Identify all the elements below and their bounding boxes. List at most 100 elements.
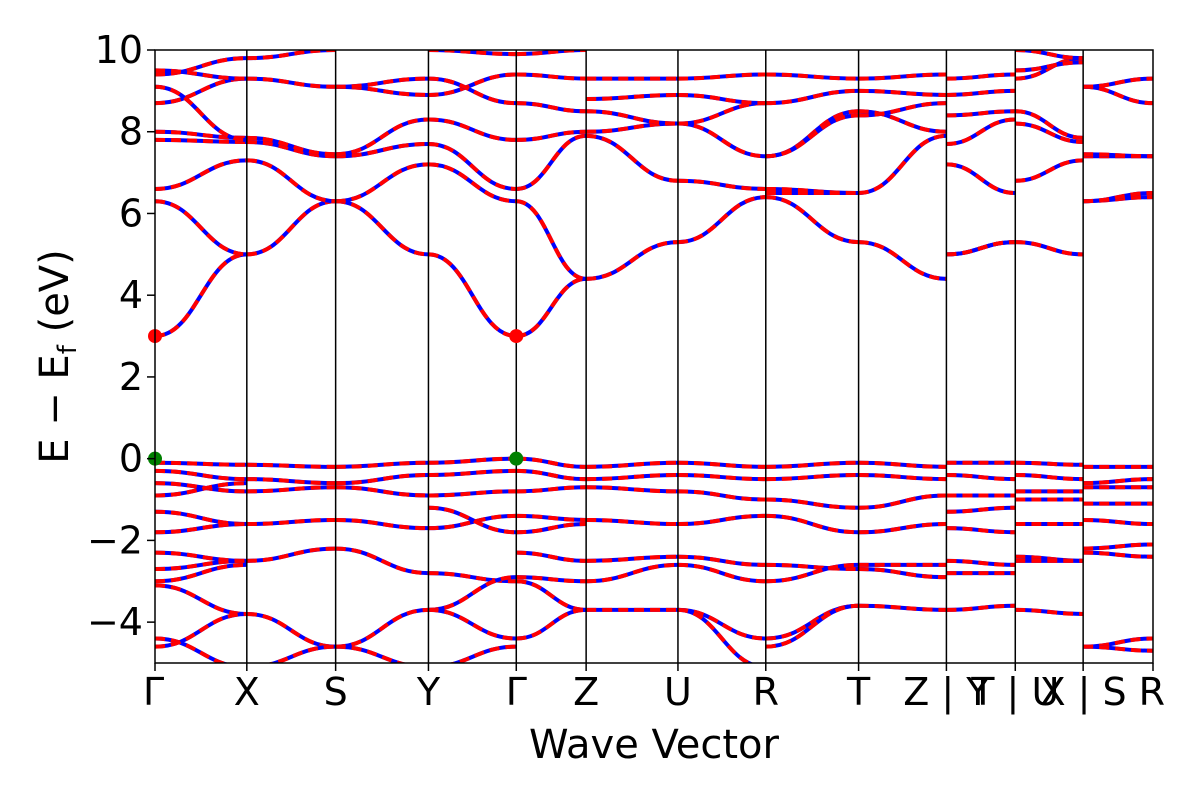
band-line-spin-down xyxy=(155,137,247,144)
plot-frame xyxy=(154,49,1154,664)
band-line-spin-up xyxy=(155,522,247,535)
band-line-spin-down xyxy=(858,603,947,612)
band-line-spin-down xyxy=(246,139,336,159)
band-line-spin-up xyxy=(428,505,517,535)
cbm-marker xyxy=(509,329,524,344)
y-axis-label-subscript: f xyxy=(53,344,83,354)
x-tick-label: Z | Y xyxy=(903,670,990,715)
band-line-spin-down xyxy=(428,489,517,498)
band-line-spin-up xyxy=(765,513,859,535)
band-line-spin-up xyxy=(677,121,766,159)
band-line-spin-up xyxy=(428,76,517,106)
band-line-spin-up xyxy=(335,76,429,89)
band-line-spin-up xyxy=(335,162,429,204)
band-line-spin-up xyxy=(1083,644,1153,653)
y-axis-label-unit: (eV) xyxy=(32,249,78,345)
band-line-spin-up xyxy=(946,162,1016,196)
band-line-spin-down xyxy=(428,456,517,465)
band-line-spin-down xyxy=(858,109,947,134)
band-line-spin-up xyxy=(335,473,429,486)
band-line-spin-up xyxy=(516,550,587,563)
band-line-spin-up xyxy=(155,611,247,649)
band-line-spin-up xyxy=(428,141,517,191)
x-tick-label: X xyxy=(234,670,260,714)
band-line-spin-up xyxy=(765,562,859,572)
band-line-spin-down xyxy=(448,644,517,663)
band-line-spin-up xyxy=(946,526,1016,535)
band-line-spin-up xyxy=(677,195,766,245)
band-line-spin-up xyxy=(1015,60,1084,73)
band-line-spin-up xyxy=(946,473,1016,482)
band-line-spin-down xyxy=(246,517,336,527)
band-line-spin-up xyxy=(266,644,336,663)
band-line-spin-up xyxy=(335,141,429,159)
band-line-spin-down xyxy=(858,101,947,118)
band-line-spin-up xyxy=(516,129,587,142)
band-line-spin-up xyxy=(586,240,678,281)
band-line-spin-up xyxy=(428,575,517,612)
band-line-spin-down xyxy=(677,72,766,81)
band-line-spin-up xyxy=(1015,121,1084,144)
band-line-spin-down xyxy=(858,493,947,510)
y-tick-label: 10 xyxy=(95,28,143,72)
y-axis-ticks: −4 −2 0 2 4 6 8 10 xyxy=(87,28,155,644)
x-axis-label: Wave Vector xyxy=(529,722,780,768)
band-line-spin-up xyxy=(515,199,587,281)
band-line-spin-up xyxy=(1083,152,1153,159)
band-line-spin-up xyxy=(516,101,587,114)
band-line-spin-up xyxy=(155,56,247,77)
band-line-spin-up xyxy=(335,460,429,469)
band-line-spin-up xyxy=(1083,550,1153,559)
band-line-spin-up xyxy=(946,117,1016,146)
band-line-spin-down xyxy=(246,76,336,89)
band-line-spin-up xyxy=(155,252,247,339)
band-line-spin-up xyxy=(765,603,859,649)
band-line-spin-up xyxy=(946,88,1016,97)
band-line-spin-up xyxy=(246,199,336,257)
band-line-spin-up xyxy=(155,84,247,142)
band-line-spin-down xyxy=(858,473,947,482)
band-line-spin-down xyxy=(428,571,517,584)
band-line-spin-down xyxy=(858,88,947,97)
band-line-spin-up xyxy=(428,162,517,204)
x-tick-label: Y xyxy=(416,670,441,714)
y-tick-label: −4 xyxy=(87,600,143,644)
band-line-spin-up xyxy=(765,473,859,482)
band-line-spin-up xyxy=(586,517,678,527)
band-line-spin-up xyxy=(516,513,587,522)
band-line-spin-up xyxy=(765,195,859,245)
x-tick-label: U xyxy=(664,670,692,714)
y-tick-label: −2 xyxy=(87,518,143,562)
band-line-spin-down xyxy=(858,567,947,580)
band-line-spin-up xyxy=(946,505,1016,514)
band-line-spin-down xyxy=(246,546,336,563)
y-tick-label: 8 xyxy=(119,110,143,154)
band-line-spin-up xyxy=(516,50,587,57)
y-tick-label: 2 xyxy=(119,355,143,399)
band-line-spin-up xyxy=(155,68,247,81)
band-line-spin-up xyxy=(1015,158,1084,183)
band-line-spin-up xyxy=(246,158,336,204)
band-line-spin-up xyxy=(586,109,678,126)
x-tick-label: X | S xyxy=(1040,670,1127,715)
band-line-spin-up xyxy=(946,603,1016,612)
band-line-spin-up xyxy=(155,562,247,584)
band-line-spin-up xyxy=(586,92,678,102)
x-tick-label: S xyxy=(324,670,348,714)
band-line-spin-up xyxy=(155,558,247,572)
band-line-spin-up xyxy=(946,240,1016,257)
band-line-spin-up xyxy=(155,636,230,663)
band-line-spin-up xyxy=(1083,517,1153,527)
band-line-spin-up xyxy=(586,485,678,494)
band-line-spin-down xyxy=(677,489,766,502)
band-line-spin-up xyxy=(516,575,587,584)
band-line-spin-up xyxy=(765,562,859,584)
band-line-spin-down xyxy=(155,460,247,467)
band-line-spin-up xyxy=(428,607,517,641)
band-line-spin-down xyxy=(677,473,766,482)
y-axis-label: E − Ef (eV) xyxy=(32,249,83,464)
band-line-spin-up xyxy=(1015,473,1084,482)
y-tick-label: 4 xyxy=(119,273,143,317)
band-line-spin-up xyxy=(858,240,947,281)
